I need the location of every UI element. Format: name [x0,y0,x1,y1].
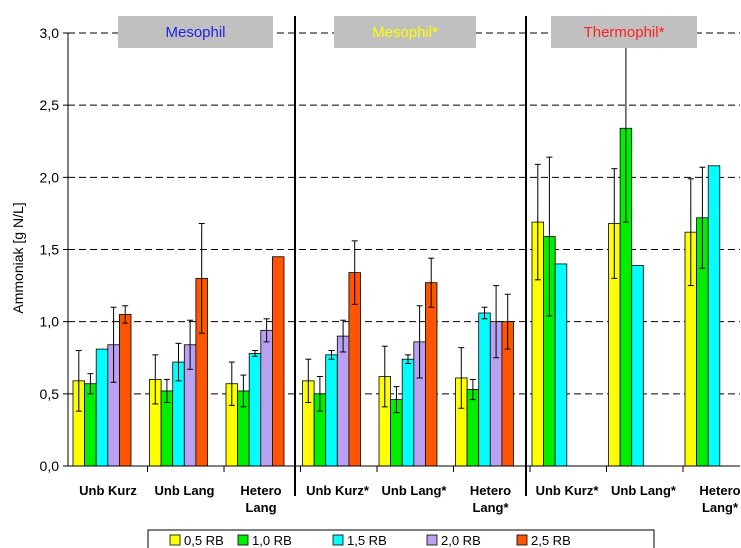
y-tick-label: 0,5 [40,386,60,402]
category-label: Hetero [699,483,740,498]
category-labels: Unb Kurz Unb Lang Hetero Lang Unb Kurz* Unb L… [79,483,741,515]
category-label: Lang* [472,500,509,515]
panel-label: Mesophil [165,24,225,41]
bar [555,264,567,466]
panel-labels: Mesophil Mesophil* Thermophil* [118,16,697,48]
y-axis-label: Ammoniak [g N/L] [10,202,26,313]
category-label: Unb Lang [155,483,215,498]
legend: 0,5 RB 1,0 RB 1,5 RB 2,0 RB 2,5 RB [148,530,654,548]
bar [467,390,479,466]
legend-box [148,530,654,548]
legend-swatch [170,535,180,545]
bar [272,257,284,466]
bar [326,355,338,466]
legend-label: 0,5 RB [184,533,224,548]
bar [249,353,261,466]
category-label: Unb Kurz [79,483,137,498]
category-label: Unb Lang* [611,483,677,498]
y-tick-label: 2,5 [40,97,60,113]
bar [119,314,131,466]
y-tick-label: 2,0 [40,169,60,185]
bar [479,313,491,466]
bar [85,384,97,466]
legend-label: 2,0 RB [441,533,481,548]
legend-swatch [333,535,343,545]
legend-label: 1,5 RB [347,533,387,548]
category-label: Lang [245,500,276,515]
y-tick-label: 3,0 [40,25,60,41]
category-label: Hetero [470,483,511,498]
bar [425,283,437,466]
legend-label: 2,5 RB [531,533,571,548]
category-label: Lang* [702,500,739,515]
legend-label: 1,0 RB [252,533,292,548]
bar [708,166,720,466]
bar [261,330,273,466]
bar [402,359,414,466]
legend-swatch [427,535,437,545]
category-label: Unb Kurz* [536,483,600,498]
category-label: Hetero [240,483,281,498]
y-tick-label: 1,0 [40,314,60,330]
bar [96,349,108,466]
panel-label: Thermophil* [584,24,665,41]
legend-swatch [238,535,248,545]
legend-swatch [517,535,527,545]
bar [632,265,644,466]
y-tick-label: 1,5 [40,242,60,258]
panel-label: Mesophil* [372,24,438,41]
bar [337,336,349,466]
bars [73,128,720,466]
y-tick-label: 0,0 [40,458,60,474]
category-label: Unb Kurz* [306,483,370,498]
category-label: Unb Lang* [382,483,448,498]
